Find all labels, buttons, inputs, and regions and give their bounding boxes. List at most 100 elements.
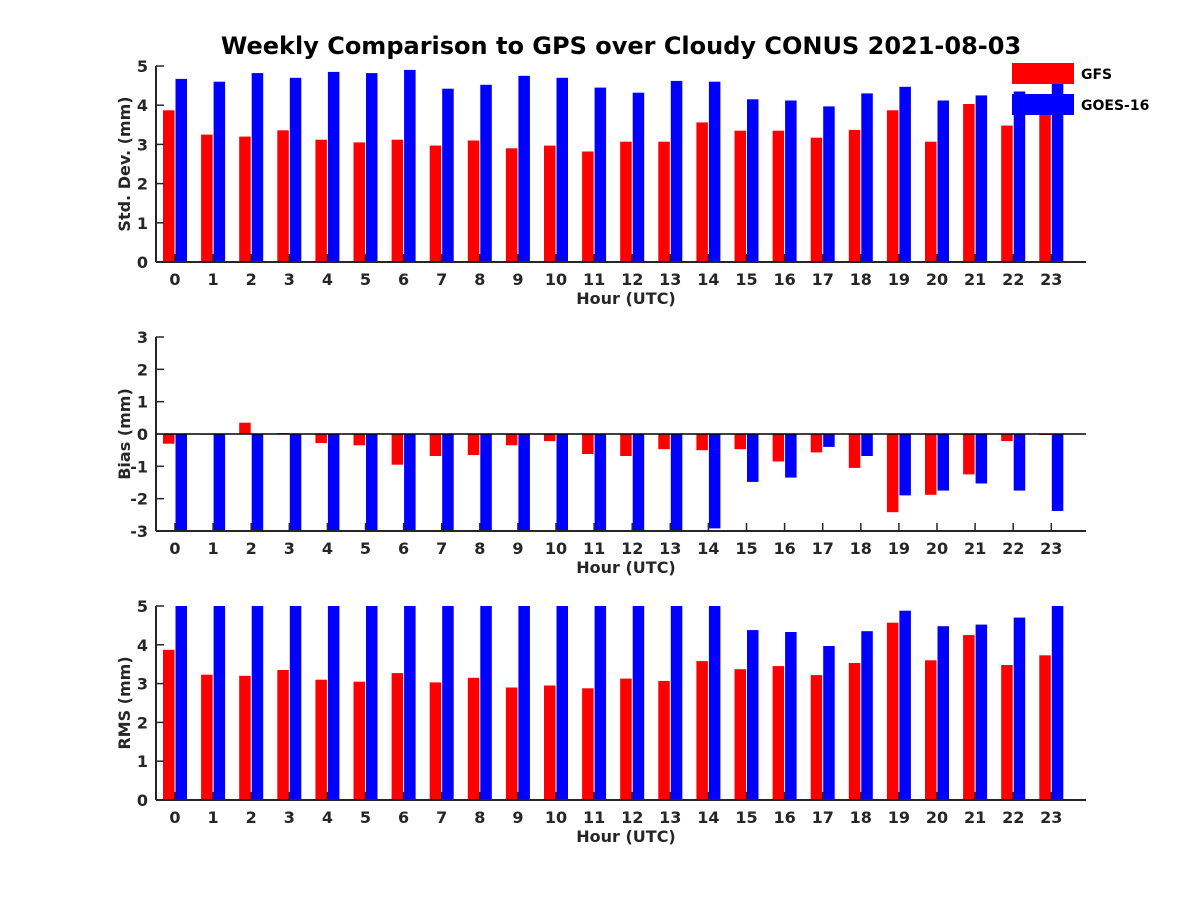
x-tick-label: 9 xyxy=(512,270,523,289)
bar-goes-16-hour-1 xyxy=(213,434,226,531)
bar-goes-16-hour-10 xyxy=(556,77,568,262)
x-tick-label: 16 xyxy=(773,539,795,558)
legend-label: GOES-16 xyxy=(1081,98,1149,114)
y-tick-label: -1 xyxy=(130,457,148,476)
bar-goes-16-hour-6 xyxy=(404,69,416,263)
y-tick-label: 0 xyxy=(137,791,148,810)
bar-goes-16-hour-19 xyxy=(899,610,911,800)
bar-goes-16-hour-5 xyxy=(366,606,378,800)
x-axis-label: Hour (UTC) xyxy=(576,558,676,577)
bar-gfs-hour-0 xyxy=(163,434,175,444)
x-tick-label: 12 xyxy=(621,270,643,289)
x-tick-label: 12 xyxy=(621,539,643,558)
bar-goes-16-hour-10 xyxy=(556,606,568,800)
bar-goes-16-hour-17 xyxy=(823,106,835,263)
bar-gfs-hour-14 xyxy=(696,122,708,263)
x-tick-label: 19 xyxy=(888,808,910,827)
x-tick-label: 23 xyxy=(1040,539,1062,558)
bar-gfs-hour-18 xyxy=(848,663,861,800)
x-tick-label: 8 xyxy=(474,808,485,827)
bar-goes-16-hour-16 xyxy=(785,632,797,800)
x-tick-label: 9 xyxy=(512,539,523,558)
x-tick-label: 23 xyxy=(1040,808,1062,827)
bar-goes-16-hour-15 xyxy=(747,434,759,482)
bar-gfs-hour-9 xyxy=(505,687,518,800)
x-tick-label: 20 xyxy=(926,270,948,289)
bar-goes-16-hour-9 xyxy=(518,434,530,531)
bar-gfs-hour-11 xyxy=(582,688,594,800)
x-tick-label: 15 xyxy=(735,270,757,289)
bar-gfs-hour-22 xyxy=(1001,665,1013,800)
bar-goes-16-hour-4 xyxy=(327,606,340,800)
x-tick-label: 7 xyxy=(436,808,447,827)
x-tick-label: 19 xyxy=(888,270,910,289)
bar-goes-16-hour-3 xyxy=(289,77,302,262)
x-tick-label: 4 xyxy=(322,270,333,289)
bar-gfs-hour-9 xyxy=(505,434,518,446)
x-tick-label: 15 xyxy=(735,808,757,827)
bar-gfs-hour-13 xyxy=(658,680,670,800)
bar-goes-16-hour-2 xyxy=(251,73,264,262)
x-tick-label: 13 xyxy=(659,270,681,289)
x-tick-label: 21 xyxy=(964,808,986,827)
x-tick-label: 9 xyxy=(512,808,523,827)
y-tick-label: 2 xyxy=(137,175,148,194)
x-tick-label: 1 xyxy=(208,539,219,558)
bar-goes-16-hour-14 xyxy=(708,434,721,529)
bar-goes-16-hour-19 xyxy=(899,434,911,496)
x-tick-label: 4 xyxy=(322,808,333,827)
figure-title: Weekly Comparison to GPS over Cloudy CON… xyxy=(221,32,1021,60)
x-tick-label: 22 xyxy=(1002,270,1024,289)
bar-gfs-hour-2 xyxy=(239,675,251,800)
x-tick-label: 6 xyxy=(398,270,409,289)
x-tick-label: 17 xyxy=(812,270,834,289)
x-tick-label: 21 xyxy=(964,270,986,289)
bar-goes-16-hour-18 xyxy=(861,631,873,800)
x-tick-label: 5 xyxy=(360,539,371,558)
bar-goes-16-hour-18 xyxy=(861,434,873,456)
x-tick-label: 17 xyxy=(812,808,834,827)
x-tick-label: 23 xyxy=(1040,270,1062,289)
bar-goes-16-hour-8 xyxy=(480,434,492,531)
bar-gfs-hour-6 xyxy=(391,139,404,262)
bar-gfs-hour-17 xyxy=(810,434,823,453)
x-tick-label: 22 xyxy=(1002,539,1024,558)
bar-goes-16-hour-7 xyxy=(442,434,454,531)
y-tick-label: 5 xyxy=(137,597,148,616)
bar-gfs-hour-21 xyxy=(963,635,975,800)
y-tick-label: 4 xyxy=(137,96,148,115)
bar-goes-16-hour-23 xyxy=(1051,434,1064,511)
bar-gfs-hour-14 xyxy=(696,661,708,800)
bar-gfs-hour-8 xyxy=(467,140,480,262)
bar-gfs-hour-6 xyxy=(391,434,404,465)
y-tick-label: 3 xyxy=(137,135,148,154)
x-axis-label: Hour (UTC) xyxy=(576,289,676,308)
y-tick-label: 1 xyxy=(137,752,148,771)
x-tick-label: 6 xyxy=(398,539,409,558)
bar-goes-16-hour-23 xyxy=(1051,77,1064,262)
bar-goes-16-hour-4 xyxy=(327,434,340,531)
x-tick-label: 14 xyxy=(697,539,719,558)
legend-label: GFS xyxy=(1081,67,1112,83)
bar-gfs-hour-16 xyxy=(772,130,785,262)
bar-goes-16-hour-2 xyxy=(251,434,264,531)
bar-gfs-hour-15 xyxy=(734,434,746,450)
bar-goes-16-hour-13 xyxy=(670,606,683,800)
bar-gfs-hour-11 xyxy=(582,151,594,262)
bar-goes-16-hour-6 xyxy=(404,606,416,800)
bar-goes-16-hour-0 xyxy=(175,434,187,531)
bar-goes-16-hour-7 xyxy=(442,88,454,262)
bar-gfs-hour-13 xyxy=(658,434,670,450)
x-tick-label: 16 xyxy=(773,270,795,289)
bar-gfs-hour-5 xyxy=(353,434,365,446)
y-tick-label: -2 xyxy=(130,490,148,509)
legend-item-goes-16: GOES-16 xyxy=(1012,94,1149,115)
bar-goes-16-hour-14 xyxy=(708,606,721,800)
bar-goes-16-hour-17 xyxy=(823,646,835,800)
bar-goes-16-hour-13 xyxy=(670,80,683,263)
y-tick-label: 1 xyxy=(137,214,148,233)
x-tick-label: 14 xyxy=(697,270,719,289)
x-axis-label: Hour (UTC) xyxy=(576,827,676,846)
x-tick-label: 3 xyxy=(284,539,295,558)
bar-goes-16-hour-15 xyxy=(747,99,759,262)
